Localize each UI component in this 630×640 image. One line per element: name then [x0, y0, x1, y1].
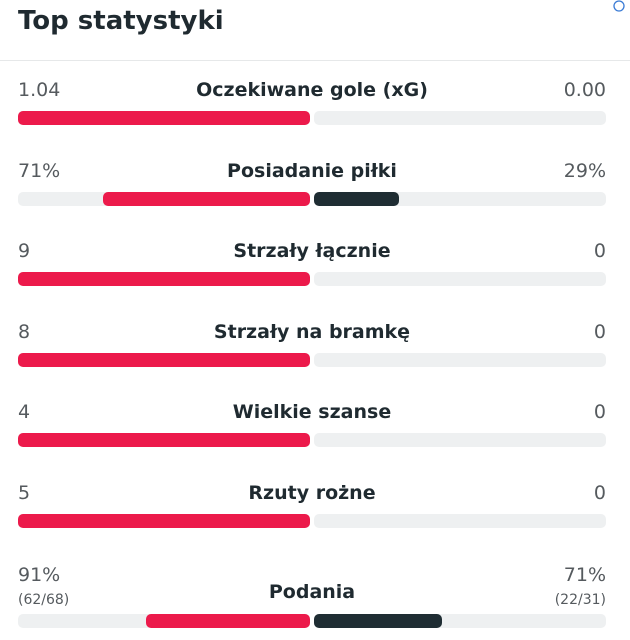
home-value: 1.04 — [18, 79, 61, 101]
stat-label: Posiadanie piłki — [227, 159, 397, 182]
away-value: 0 — [593, 240, 606, 263]
away-value: 71% — [563, 564, 606, 586]
stat-label: Strzały łącznie — [233, 240, 391, 263]
away-value: 0.00 — [563, 79, 606, 101]
home-bar — [18, 433, 310, 448]
home-value: 91% — [18, 564, 61, 586]
bar-track — [314, 111, 606, 125]
away-bar — [314, 614, 442, 628]
home-value: 5 — [18, 482, 31, 504]
stat-label: Wielkie szanse — [232, 401, 392, 424]
stat-label: Strzały na bramkę — [213, 320, 411, 343]
away-value: 0 — [593, 482, 606, 504]
home-bar — [102, 191, 310, 206]
home-value: 8 — [18, 320, 31, 343]
away-value: 29% — [563, 159, 606, 182]
home-bar — [145, 614, 310, 628]
divider — [0, 60, 630, 61]
panel-title: Top statystyki — [18, 6, 224, 36]
away-value: 0 — [593, 401, 606, 424]
stat-label: Podania — [268, 581, 356, 603]
bar-track — [314, 272, 606, 287]
bar-track — [314, 433, 606, 448]
stat-label: Oczekiwane gole (xG) — [196, 79, 428, 101]
home-value: 4 — [18, 401, 31, 424]
home-value: 9 — [18, 240, 31, 263]
away-detail: (22/31) — [554, 592, 606, 608]
home-bar — [18, 111, 310, 125]
bar-track — [314, 352, 606, 367]
stat-label: Rzuty rożne — [248, 482, 376, 504]
bar-track — [314, 514, 606, 528]
info-icon[interactable] — [610, 0, 628, 14]
home-bar — [18, 514, 310, 528]
home-bar — [18, 352, 310, 367]
home-bar — [18, 272, 310, 287]
home-detail: (62/68) — [18, 592, 70, 608]
away-bar — [314, 191, 399, 206]
home-value: 71% — [18, 159, 61, 182]
away-value: 0 — [593, 320, 606, 343]
